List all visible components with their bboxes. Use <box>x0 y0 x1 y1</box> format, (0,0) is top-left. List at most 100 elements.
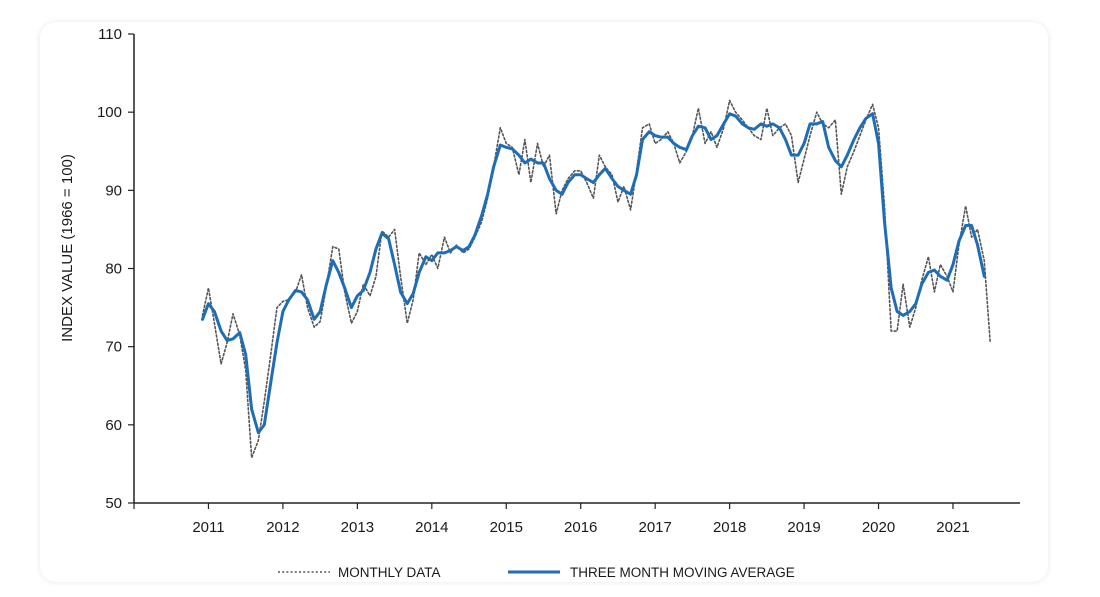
data-point-moving-average <box>654 134 656 136</box>
data-point-moving-average <box>598 174 600 176</box>
series-line-moving-average-points <box>201 113 985 434</box>
data-point-moving-average <box>691 134 693 136</box>
data-point-moving-average <box>797 154 799 156</box>
data-point-moving-average <box>524 162 526 164</box>
data-point-moving-average <box>399 291 401 293</box>
data-point-monthly <box>369 295 371 297</box>
data-point-moving-average <box>697 125 699 127</box>
data-point-moving-average <box>629 193 631 195</box>
data-point-monthly <box>797 181 799 183</box>
data-point-moving-average <box>362 289 364 291</box>
x-axis-ticks: 2011 2012 2013 2014 2015 2016 2017 2018 2019 2020… <box>133 503 970 536</box>
data-point-moving-average <box>964 224 966 226</box>
data-point-moving-average <box>580 174 582 176</box>
data-point-moving-average <box>306 299 308 301</box>
data-point-moving-average <box>325 285 327 287</box>
data-point-monthly <box>617 201 619 203</box>
data-point-moving-average <box>667 136 669 138</box>
data-point-moving-average <box>443 252 445 254</box>
data-point-monthly <box>555 213 557 215</box>
data-point-moving-average <box>623 189 625 191</box>
data-point-monthly <box>816 111 818 113</box>
data-point-moving-average <box>909 310 911 312</box>
data-point-monthly <box>809 134 811 136</box>
data-point-moving-average <box>220 330 222 332</box>
data-point-moving-average <box>716 134 718 136</box>
data-point-moving-average <box>660 136 662 138</box>
data-point-monthly <box>585 181 587 183</box>
data-point-moving-average <box>822 120 824 122</box>
data-point-moving-average <box>530 158 532 160</box>
data-point-monthly <box>338 248 340 250</box>
legend-label-monthly: MONTHLY DATA <box>338 565 441 580</box>
data-point-monthly <box>859 134 861 136</box>
data-point-monthly <box>350 322 352 324</box>
data-point-moving-average <box>381 232 383 234</box>
data-point-monthly <box>592 197 594 199</box>
data-point-moving-average <box>753 128 755 130</box>
data-point-monthly <box>381 230 383 232</box>
data-point-moving-average <box>338 271 340 273</box>
data-point-moving-average <box>462 249 464 251</box>
data-point-moving-average <box>518 154 520 156</box>
data-point-moving-average <box>393 263 395 265</box>
data-point-monthly <box>983 259 985 261</box>
data-point-moving-average <box>536 162 538 164</box>
data-point-moving-average <box>300 291 302 293</box>
data-point-monthly <box>536 142 538 144</box>
data-point-moving-average <box>555 189 557 191</box>
data-point-moving-average <box>226 339 228 341</box>
data-point-monthly <box>499 127 501 129</box>
data-point-monthly <box>871 103 873 105</box>
data-point-moving-average <box>244 353 246 355</box>
series-layer <box>201 99 992 459</box>
y-axis-title: INDEX VALUE (1966 = 100) <box>59 154 76 342</box>
data-point-moving-average <box>468 245 470 247</box>
y-tick-label: 80 <box>105 261 122 278</box>
data-point-moving-average <box>747 127 749 129</box>
data-point-monthly <box>679 162 681 164</box>
data-point-monthly <box>846 166 848 168</box>
data-point-moving-average <box>232 338 234 340</box>
data-point-monthly <box>524 138 526 140</box>
data-point-monthly <box>890 330 892 332</box>
data-point-moving-average <box>481 214 483 216</box>
data-point-monthly <box>319 320 321 322</box>
data-point-moving-average <box>406 302 408 304</box>
data-point-monthly <box>970 236 972 238</box>
data-point-moving-average <box>970 224 972 226</box>
x-tick-label: 2014 <box>415 519 448 536</box>
data-point-moving-average <box>834 159 836 161</box>
data-point-moving-average <box>933 269 935 271</box>
data-point-moving-average <box>455 245 457 247</box>
data-point-monthly <box>431 253 433 255</box>
data-point-moving-average <box>617 185 619 187</box>
data-point-moving-average <box>313 318 315 320</box>
data-point-monthly <box>704 142 706 144</box>
data-point-monthly <box>220 363 222 365</box>
data-point-moving-average <box>294 289 296 291</box>
data-point-moving-average <box>207 302 209 304</box>
data-point-moving-average <box>561 193 563 195</box>
y-tick-label: 100 <box>97 104 122 121</box>
data-point-moving-average <box>865 117 867 119</box>
data-point-monthly <box>443 236 445 238</box>
data-point-monthly <box>902 283 904 285</box>
data-point-monthly <box>976 228 978 230</box>
data-point-moving-average <box>604 167 606 169</box>
data-point-moving-average <box>728 113 730 115</box>
data-point-moving-average <box>766 125 768 127</box>
data-point-moving-average <box>704 127 706 129</box>
y-tick-label: 70 <box>105 339 122 356</box>
data-point-monthly <box>734 111 736 113</box>
data-point-moving-average <box>263 424 265 426</box>
data-point-moving-average <box>673 142 675 144</box>
data-point-moving-average <box>641 138 643 140</box>
data-point-moving-average <box>648 131 650 133</box>
data-point-moving-average <box>722 123 724 125</box>
data-point-monthly <box>207 287 209 289</box>
data-point-moving-average <box>269 385 271 387</box>
data-point-monthly <box>300 274 302 276</box>
data-point-moving-average <box>816 123 818 125</box>
data-point-moving-average <box>915 302 917 304</box>
